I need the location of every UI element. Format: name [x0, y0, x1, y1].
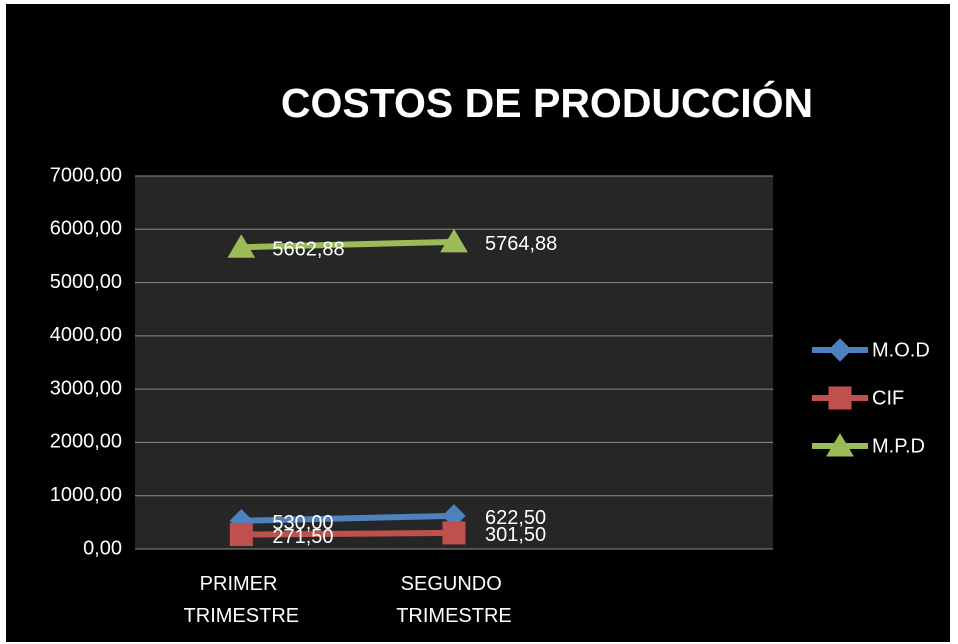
legend-marker — [828, 338, 852, 362]
legend-label: M.O.D — [872, 339, 930, 361]
data-point — [442, 521, 466, 545]
data-label: 301,50 — [485, 524, 546, 546]
y-tick-label: 4000,00 — [50, 324, 122, 346]
legend-marker — [828, 386, 852, 410]
y-tick-label: 3000,00 — [50, 377, 122, 399]
series-line — [241, 238, 455, 251]
data-point — [440, 228, 468, 253]
legend-label: CIF — [872, 387, 904, 409]
x-tick-label: SEGUNDO TRIMESTRE — [396, 573, 512, 627]
data-label: 5662,88 — [272, 239, 344, 261]
y-tick-label: 1000,00 — [50, 484, 122, 506]
series-line — [241, 512, 455, 524]
y-tick-label: 0,00 — [83, 537, 122, 559]
chart-title: COSTOS DE PRODUCCIÓN — [281, 80, 813, 126]
y-tick-label: 2000,00 — [50, 431, 122, 453]
legend-marker — [826, 433, 854, 457]
data-label: 622,50 — [485, 507, 546, 529]
data-label: 5764,88 — [485, 233, 557, 255]
series-line — [241, 529, 455, 538]
y-tick-label: 6000,00 — [50, 218, 122, 240]
data-point — [229, 523, 253, 547]
data-label: 530,00 — [272, 512, 333, 534]
legend-label: M.P.D — [872, 435, 925, 457]
x-tick-label: PRIMER TRIMESTRE — [184, 573, 300, 627]
y-tick-label: 5000,00 — [50, 271, 122, 293]
data-label: 271,50 — [272, 526, 333, 548]
y-tick-label: 7000,00 — [50, 164, 122, 186]
data-point — [227, 234, 256, 258]
